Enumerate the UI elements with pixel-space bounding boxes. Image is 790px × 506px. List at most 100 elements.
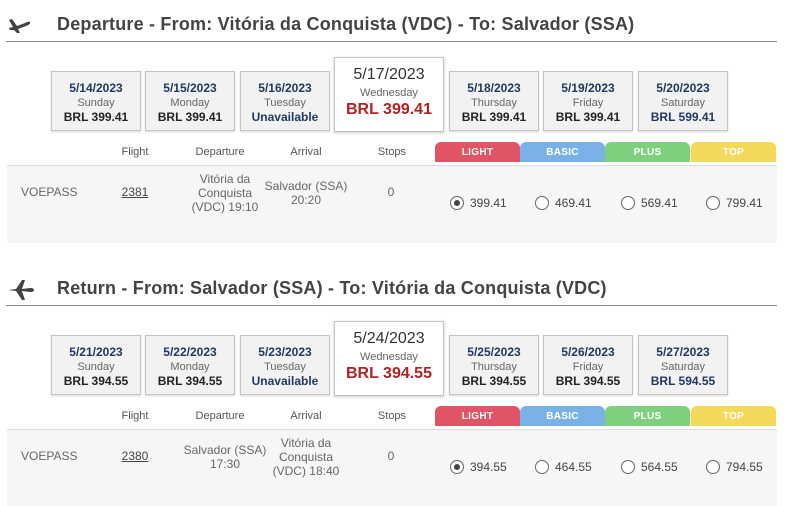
date-card[interactable]: 5/25/2023 Thursday BRL 394.55 <box>449 335 539 395</box>
arrival-line: Vitória da <box>280 436 332 450</box>
date-price: BRL 594.55 <box>650 374 716 388</box>
weekday-label: Tuesday <box>264 361 306 373</box>
date-price: BRL 599.41 <box>650 110 716 124</box>
fare-price: 469.41 <box>555 196 592 210</box>
weekday-label: Saturday <box>660 97 706 109</box>
fare-option-basic[interactable]: 469.41 <box>535 196 592 210</box>
return-date-strip: 5/21/2023 Sunday BRL 394.55 5/22/2023 Mo… <box>0 264 790 404</box>
date-card-selected[interactable]: 5/17/2023 Wednesday BRL 399.41 <box>334 57 444 132</box>
fare-option-basic[interactable]: 464.55 <box>535 460 592 474</box>
date-price: BRL 399.41 <box>157 110 223 124</box>
fare-tier-top[interactable]: TOP <box>691 406 776 426</box>
fare-tier-top[interactable]: TOP <box>691 142 776 162</box>
column-header-stops: Stops <box>377 146 407 158</box>
date-label: 5/16/2023 <box>258 81 312 95</box>
fare-option-plus[interactable]: 569.41 <box>621 196 678 210</box>
radio-button[interactable] <box>706 460 720 474</box>
arrival-info: Salvador (SSA) 20:20 <box>256 179 356 207</box>
radio-button[interactable] <box>621 460 635 474</box>
fare-price: 564.55 <box>641 460 678 474</box>
date-label: 5/19/2023 <box>561 81 615 95</box>
weekday-label: Monday <box>170 361 210 373</box>
weekday-label: Sunday <box>77 361 115 373</box>
date-price: BRL 394.55 <box>157 374 223 388</box>
fare-option-plus[interactable]: 564.55 <box>621 460 678 474</box>
date-price: BRL 394.55 <box>63 374 129 388</box>
fare-option-top[interactable]: 799.41 <box>706 196 763 210</box>
weekday-label: Sunday <box>77 97 115 109</box>
fare-tier-basic[interactable]: BASIC <box>520 406 605 426</box>
flight-row: VOEPASS 2381 Vitória da Conquista (VDC) … <box>7 165 777 243</box>
date-card[interactable]: 5/26/2023 Friday BRL 394.55 <box>543 335 633 395</box>
date-label: 5/18/2023 <box>467 81 521 95</box>
date-label: 5/27/2023 <box>656 345 710 359</box>
plane-takeoff-icon <box>9 19 31 33</box>
date-label: 5/26/2023 <box>561 345 615 359</box>
date-card[interactable]: 5/27/2023 Saturday BRL 594.55 <box>638 335 728 395</box>
date-label: 5/24/2023 <box>353 330 425 347</box>
date-label: 5/15/2023 <box>163 81 217 95</box>
date-card[interactable]: 5/19/2023 Friday BRL 399.41 <box>543 71 633 131</box>
radio-button[interactable] <box>450 196 464 210</box>
date-label: 5/25/2023 <box>467 345 521 359</box>
date-price: BRL 394.55 <box>346 365 432 382</box>
fare-price: 799.41 <box>726 196 763 210</box>
date-card[interactable]: 5/23/2023 Tuesday Unavailable <box>240 335 330 395</box>
date-card[interactable]: 5/21/2023 Sunday BRL 394.55 <box>51 335 141 395</box>
fare-tier-plus[interactable]: PLUS <box>605 406 690 426</box>
departure-info: Salvador (SSA) 17:30 <box>175 443 275 471</box>
weekday-label: Wednesday <box>360 351 418 363</box>
weekday-label: Thursday <box>471 361 517 373</box>
column-header-stops: Stops <box>377 410 407 422</box>
fare-price: 394.55 <box>470 460 507 474</box>
fare-tier-plus[interactable]: PLUS <box>605 142 690 162</box>
departure-line: 17:30 <box>209 457 241 471</box>
date-price: BRL 394.55 <box>461 374 527 388</box>
arrival-line: Salvador (SSA) <box>264 179 348 193</box>
fare-price: 399.41 <box>470 196 507 210</box>
weekday-label: Monday <box>170 97 210 109</box>
fare-tier-basic[interactable]: BASIC <box>520 142 605 162</box>
date-label: 5/21/2023 <box>69 345 123 359</box>
fare-option-light[interactable]: 399.41 <box>450 196 507 210</box>
column-header-arrival: Arrival <box>290 146 322 158</box>
date-card[interactable]: 5/15/2023 Monday BRL 399.41 <box>145 71 235 131</box>
weekday-label: Friday <box>572 361 604 373</box>
departure-line: (VDC) 19:10 <box>191 200 259 214</box>
date-price: Unavailable <box>251 374 319 388</box>
date-price: BRL 399.41 <box>346 101 432 118</box>
fare-option-top[interactable]: 794.55 <box>706 460 763 474</box>
flight-number-link[interactable]: 2380 <box>121 449 149 463</box>
date-price: BRL 394.55 <box>555 374 621 388</box>
arrival-line: (VDC) 18:40 <box>272 464 340 478</box>
divider <box>6 305 777 306</box>
radio-button[interactable] <box>450 460 464 474</box>
arrival-line: 20:20 <box>290 193 322 207</box>
date-card-selected[interactable]: 5/24/2023 Wednesday BRL 394.55 <box>334 321 444 396</box>
weekday-label: Saturday <box>660 361 706 373</box>
date-card[interactable]: 5/18/2023 Thursday BRL 399.41 <box>449 71 539 131</box>
date-card[interactable]: 5/14/2023 Sunday BRL 399.41 <box>51 71 141 131</box>
radio-button[interactable] <box>535 196 549 210</box>
date-price: Unavailable <box>251 110 319 124</box>
date-label: 5/14/2023 <box>69 81 123 95</box>
weekday-label: Tuesday <box>264 97 306 109</box>
fare-tier-light[interactable]: LIGHT <box>435 142 520 162</box>
date-card[interactable]: 5/20/2023 Saturday BRL 599.41 <box>638 71 728 131</box>
radio-button[interactable] <box>535 460 549 474</box>
flight-number-link[interactable]: 2381 <box>121 185 149 199</box>
fare-price: 794.55 <box>726 460 763 474</box>
radio-button[interactable] <box>706 196 720 210</box>
fare-option-light[interactable]: 394.55 <box>450 460 507 474</box>
weekday-label: Thursday <box>471 97 517 109</box>
date-card[interactable]: 5/16/2023 Tuesday Unavailable <box>240 71 330 131</box>
departure-line: Salvador (SSA) <box>183 443 267 457</box>
weekday-label: Friday <box>572 97 604 109</box>
date-card[interactable]: 5/22/2023 Monday BRL 394.55 <box>145 335 235 395</box>
date-label: 5/22/2023 <box>163 345 217 359</box>
airline-name: VOEPASS <box>21 449 78 463</box>
fare-price: 464.55 <box>555 460 592 474</box>
departure-line: Vitória da <box>199 172 251 186</box>
fare-tier-light[interactable]: LIGHT <box>435 406 520 426</box>
radio-button[interactable] <box>621 196 635 210</box>
